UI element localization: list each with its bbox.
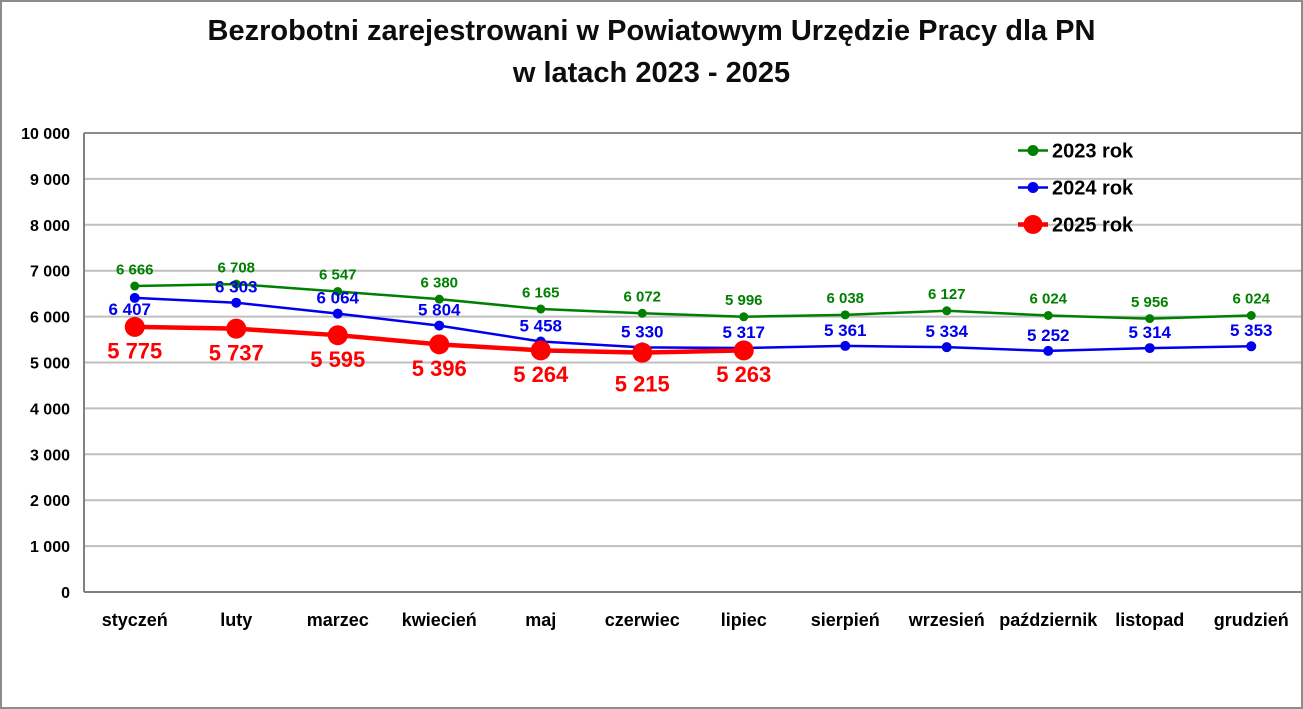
data-label: 6 303 [215,278,258,297]
y-axis-tick-label: 10 000 [21,126,70,143]
data-label: 5 215 [615,371,670,396]
data-label: 6 708 [217,259,255,276]
data-label: 6 407 [108,300,151,319]
chart-title-line1: Bezrobotni zarejestrowani w Powiatowym U… [207,15,1096,47]
y-axis-tick-label: 0 [61,585,70,602]
data-point [333,286,343,296]
y-axis-tick-label: 8 000 [30,218,70,235]
data-point [840,310,850,320]
data-label: 6 165 [522,284,560,301]
x-axis-month-label: maj [525,610,556,630]
data-point [226,318,247,339]
data-point [231,297,242,308]
data-label: 6 380 [420,274,458,291]
legend-item-2023-rok: 2023 rok [1018,141,1134,163]
y-axis-tick-label: 9 000 [30,172,70,189]
data-point [327,325,348,346]
y-axis-tick-label: 5 000 [30,356,70,373]
data-point [840,340,851,351]
y-axis-tick-label: 2 000 [30,493,70,510]
data-point [1043,345,1054,356]
x-axis-month-label: styczeń [102,610,168,630]
data-label: 6 024 [1029,291,1067,308]
data-label: 5 264 [513,362,569,387]
data-label: 5 458 [519,316,562,335]
data-point [942,306,952,316]
legend-label: 2024 rok [1052,178,1134,200]
y-axis-tick-label: 6 000 [30,310,70,327]
data-label: 5 353 [1230,321,1273,340]
data-label: 6 072 [623,289,661,306]
legend-item-2025-rok: 2025 rok [1018,215,1134,237]
data-point [536,304,546,314]
series-line-2023-rok [134,282,1252,320]
data-label: 5 804 [418,301,461,320]
legend-label: 2025 rok [1052,215,1134,237]
data-label: 6 127 [928,286,966,303]
legend-marker [1023,215,1043,234]
data-label: 5 361 [824,321,867,340]
y-axis-tick-label: 7 000 [30,264,70,281]
data-point [637,308,647,318]
data-label: 5 314 [1128,323,1171,342]
y-axis-tick-label: 4 000 [30,401,70,418]
x-axis-month-label: październik [999,610,1098,630]
data-label: 5 737 [209,340,264,365]
chart-title-line2: w latach 2023 - 2025 [512,57,791,89]
x-axis-month-label: wrzesień [908,610,985,630]
x-axis-month-label: lipiec [721,610,767,630]
x-axis-month-label: grudzień [1214,610,1289,630]
data-point [1246,341,1257,352]
data-point [1246,310,1256,320]
data-label: 5 956 [1131,294,1169,311]
data-label: 6 024 [1232,291,1270,308]
data-point [231,279,241,289]
data-point [530,340,551,361]
data-point [739,312,749,322]
legend-marker [1027,182,1039,193]
data-point [434,320,445,331]
data-point [129,292,140,303]
y-axis-tick-label: 1 000 [30,539,70,556]
data-point [1144,343,1155,354]
data-label: 5 330 [621,322,664,341]
data-label: 5 775 [107,339,162,364]
y-axis-tick-label: 3 000 [30,447,70,464]
data-label: 5 263 [716,362,771,387]
legend-label: 2023 rok [1052,141,1134,163]
data-point [1043,310,1053,320]
data-point [941,342,952,353]
data-label: 5 334 [925,322,968,341]
data-point [124,316,145,337]
legend-marker [1027,145,1039,156]
series-line-2024-rok [134,296,1252,353]
x-axis-month-label: czerwiec [605,610,680,630]
data-label: 5 317 [722,323,765,342]
legend-item-2024-rok: 2024 rok [1018,178,1134,200]
x-axis-month-label: listopad [1115,610,1184,630]
data-label: 5 252 [1027,326,1070,345]
data-point [733,340,754,361]
data-point [130,281,140,291]
x-axis-month-label: kwiecień [402,610,477,630]
data-label: 6 666 [116,261,154,278]
data-label: 5 396 [412,356,467,381]
x-axis-month-label: luty [220,610,252,630]
data-label: 5 996 [725,292,763,309]
data-label: 6 547 [319,267,357,284]
data-point [434,294,444,304]
data-point [332,308,343,319]
data-label: 6 038 [826,290,864,307]
chart-title: Bezrobotni zarejestrowani w Powiatowym U… [2,10,1301,94]
x-axis-month-label: marzec [307,610,369,630]
data-point [632,342,653,363]
x-axis-month-label: sierpień [811,610,880,630]
data-label: 6 064 [316,289,359,308]
data-label: 5 595 [310,347,365,372]
data-point [429,334,450,355]
data-point [1145,314,1155,324]
